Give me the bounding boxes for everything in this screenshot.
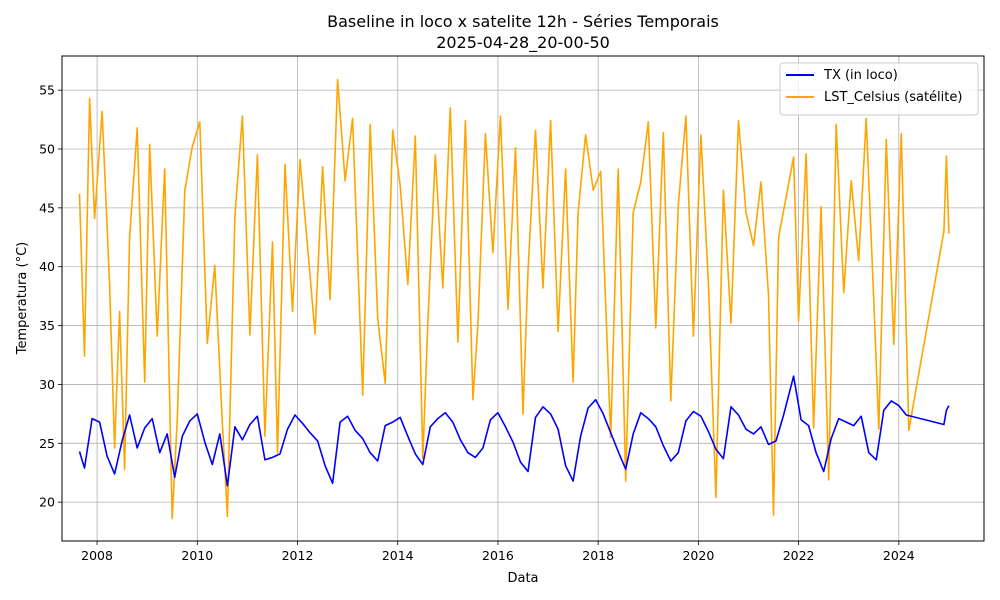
plot-frame bbox=[61, 55, 985, 542]
x-tick-label: 2024 bbox=[883, 548, 915, 563]
legend-label-lst: LST_Celsius (satélite) bbox=[824, 90, 962, 105]
chart-subtitle: 2025-04-28_20-00-50 bbox=[436, 33, 610, 53]
chart-title: Baseline in loco x satelite 12h - Séries… bbox=[327, 12, 719, 31]
x-tick-label: 2008 bbox=[81, 548, 113, 563]
y-axis: 20 25 30 35 40 45 50 55 bbox=[39, 83, 62, 510]
y-tick-label: 45 bbox=[39, 200, 55, 215]
x-axis: 2008 2010 2012 2014 2016 2018 2020 2022 2024 bbox=[81, 541, 915, 563]
x-tick-label: 2016 bbox=[482, 548, 514, 563]
legend: TX (in loco) LST_Celsius (satélite) bbox=[779, 62, 979, 116]
x-tick-label: 2022 bbox=[783, 548, 815, 563]
y-tick-label: 50 bbox=[39, 141, 55, 156]
x-tick-label: 2020 bbox=[682, 548, 714, 563]
series-line-tx bbox=[78, 375, 950, 487]
x-tick-label: 2012 bbox=[282, 548, 314, 563]
x-tick-label: 2010 bbox=[181, 548, 213, 563]
series-layer bbox=[78, 78, 950, 520]
y-tick-label: 40 bbox=[39, 259, 55, 274]
y-tick-label: 35 bbox=[39, 318, 55, 333]
legend-box bbox=[779, 62, 979, 116]
grid bbox=[62, 56, 984, 541]
x-tick-label: 2018 bbox=[582, 548, 614, 563]
y-tick-label: 30 bbox=[39, 377, 55, 392]
y-tick-label: 55 bbox=[39, 83, 55, 98]
y-tick-label: 25 bbox=[39, 436, 55, 451]
x-tick-label: 2014 bbox=[382, 548, 414, 563]
series-line-lst bbox=[78, 78, 950, 520]
x-axis-label: Data bbox=[507, 571, 538, 586]
legend-label-tx: TX (in loco) bbox=[823, 68, 898, 83]
y-tick-label: 20 bbox=[39, 495, 55, 510]
y-axis-label: Temperatura (°C) bbox=[15, 242, 30, 355]
